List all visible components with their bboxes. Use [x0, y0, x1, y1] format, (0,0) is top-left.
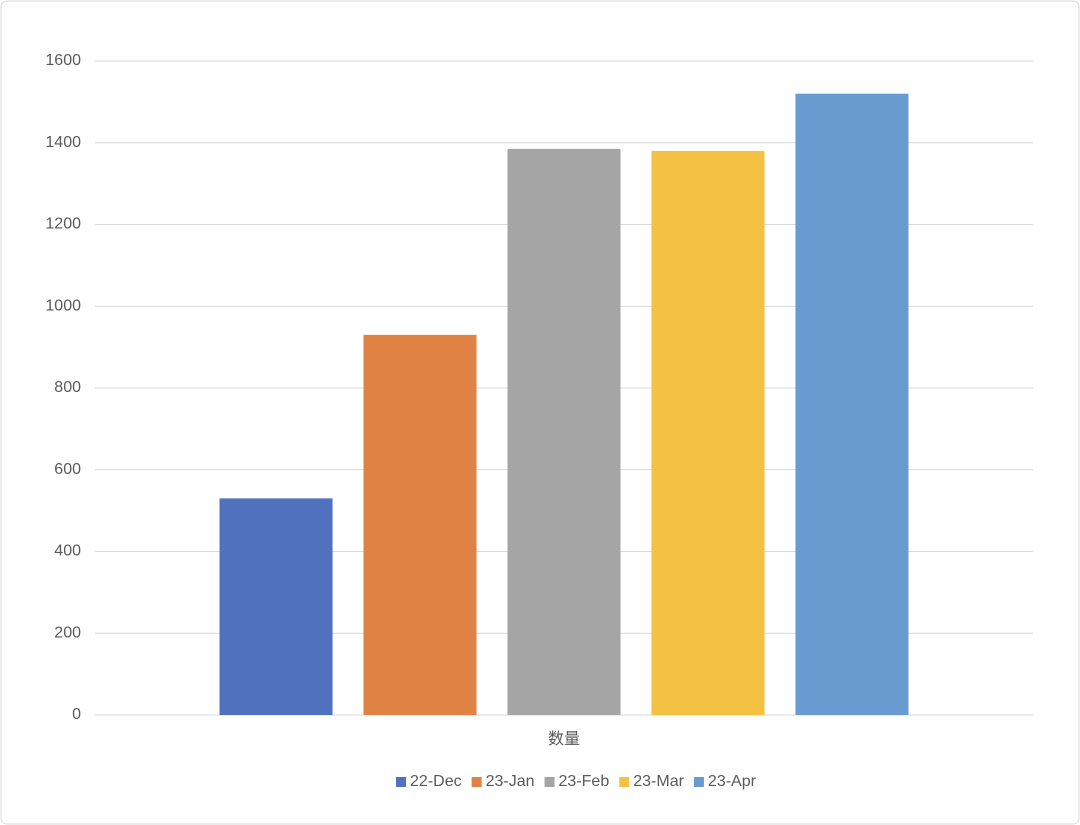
bar [651, 150, 765, 716]
legend-swatch [693, 777, 704, 787]
y-tick-label: 600 [54, 461, 81, 478]
legend-swatch [619, 777, 630, 787]
y-tick-label: 1200 [45, 216, 81, 233]
bar [507, 148, 621, 716]
y-tick-label: 1400 [45, 134, 81, 151]
legend-label: 23-Mar [633, 773, 684, 790]
y-tick-label: 0 [72, 706, 81, 723]
legend-swatch [544, 777, 555, 787]
y-tick-label: 1600 [45, 52, 81, 69]
y-tick-label: 800 [54, 379, 81, 396]
bar [363, 334, 477, 715]
legend-label: 23-Apr [708, 773, 757, 790]
bar [219, 498, 333, 715]
x-tick-label: 数量 [548, 730, 580, 748]
y-tick-label: 400 [54, 543, 81, 560]
legend-label: 23-Feb [559, 773, 610, 790]
y-tick-label: 200 [54, 624, 81, 641]
y-tick-label: 1000 [45, 297, 81, 314]
legend-swatch [396, 777, 407, 787]
legend-label: 23-Jan [486, 773, 535, 790]
legend-swatch [471, 777, 482, 787]
legend-label: 22-Dec [410, 773, 462, 790]
bar [795, 93, 909, 715]
